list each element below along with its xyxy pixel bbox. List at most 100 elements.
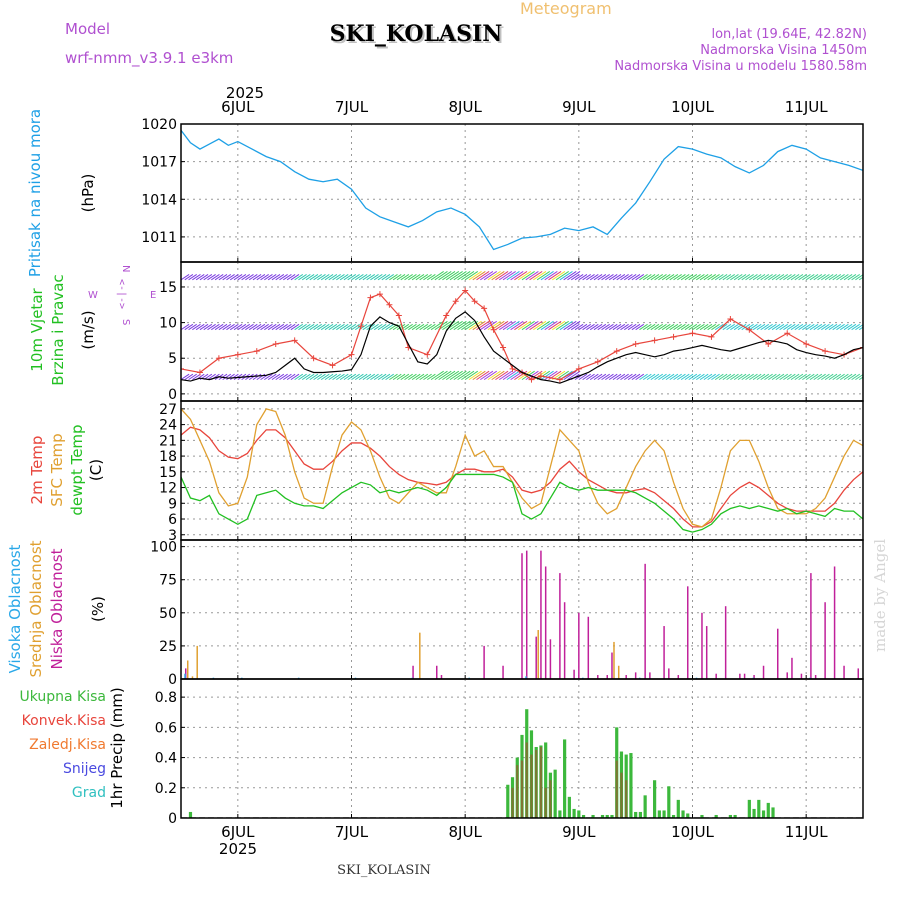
gust-point	[509, 365, 516, 372]
wind-arrow	[309, 373, 319, 381]
gust-point	[822, 348, 829, 355]
wind-arrow	[665, 274, 675, 281]
wind-arrow	[351, 274, 360, 281]
wind-arrow	[696, 323, 705, 331]
gust-point	[367, 294, 374, 301]
wind-arrow	[616, 323, 626, 331]
y-tick-label: 3	[168, 528, 177, 544]
precip-total-bar	[553, 769, 557, 818]
wind-arrow	[468, 320, 482, 331]
model-name: wrf-nmm_v3.9.1 e3km	[65, 49, 233, 68]
wind-arrow	[392, 373, 402, 381]
wind-arrow	[699, 373, 709, 381]
panel-frame	[180, 123, 864, 263]
wind-arrow	[802, 373, 811, 381]
wind-arrow	[260, 274, 269, 281]
wind-arrow	[343, 274, 353, 281]
wind-arrow	[650, 274, 660, 281]
wind-arrow	[798, 323, 807, 331]
wind-arrow	[768, 323, 777, 331]
precip-total-bar	[766, 802, 770, 818]
precip-total-bar	[643, 795, 647, 818]
precip-conv-bar	[516, 765, 519, 818]
wind-arrow	[457, 320, 471, 331]
wind-arrow	[836, 373, 845, 381]
y-tick-label: 100	[150, 540, 177, 556]
wind-arrow	[707, 274, 717, 281]
wind-arrow	[332, 373, 341, 381]
wind-arrow	[684, 323, 694, 331]
y-tick-label: 1014	[141, 192, 177, 208]
wind-arrow	[275, 323, 285, 331]
wind-arrow	[252, 274, 262, 281]
wind-arrow	[608, 373, 618, 381]
wind-arrow	[790, 323, 800, 331]
wind-arrow	[756, 274, 766, 281]
wind-arrow	[370, 323, 379, 331]
wind-arrow	[286, 323, 296, 331]
wind-arrow	[563, 370, 577, 381]
model-label: Model	[65, 20, 110, 38]
wind-arrow	[472, 370, 486, 381]
wind-arrow	[794, 323, 804, 331]
wind-arrow	[775, 373, 785, 381]
wind-arrow	[222, 373, 232, 381]
y-tick-label: 0	[168, 811, 177, 827]
day-label-top: 8JUL	[449, 98, 483, 116]
wind-arrow	[809, 373, 819, 381]
wind-arrow	[764, 274, 773, 281]
precip-total-bar	[676, 799, 680, 818]
wind-arrow	[578, 274, 588, 281]
wind-arrow	[229, 323, 239, 331]
wind-arrow	[783, 373, 792, 381]
wind-arrow	[226, 274, 235, 281]
wind-arrow	[434, 271, 448, 281]
wind-arrow	[582, 373, 591, 381]
gust-point	[651, 337, 658, 344]
gust-point	[291, 337, 298, 344]
wind-arrow	[771, 274, 781, 281]
wind-arrow	[498, 271, 513, 281]
precip-total-bar	[188, 811, 193, 818]
wind-arrow	[771, 373, 781, 381]
wind-arrow	[612, 274, 622, 281]
y-tick-label: 0.8	[155, 690, 177, 706]
wind-arrow	[192, 323, 201, 331]
wind-arrow	[707, 373, 717, 381]
precip-total-bar	[572, 808, 576, 818]
temp-line-2	[181, 473, 863, 533]
wind-arrow	[328, 323, 338, 331]
precip-total-bar	[714, 814, 718, 818]
wind-arrow	[582, 323, 591, 331]
wind-arrow	[309, 274, 319, 281]
wind-arrow	[271, 373, 281, 381]
wind-arrow	[362, 274, 372, 281]
wind-arrow	[461, 370, 475, 381]
wind-arrow	[612, 373, 622, 381]
precip-conv-bar	[535, 750, 538, 818]
wind-arrow	[483, 320, 497, 331]
gust-point	[196, 369, 203, 376]
wind-ylabel-2: Brzina i Pravac	[49, 274, 67, 385]
wind-arrow	[324, 323, 334, 331]
wind-arrow	[862, 379, 863, 380]
footer-station: SKI_KOLASIN	[337, 863, 431, 878]
wind-arrow	[283, 373, 292, 381]
wind-arrow	[339, 274, 349, 281]
wind-arrow	[498, 370, 513, 381]
wind-arrow	[601, 323, 610, 331]
wind-arrow	[430, 320, 444, 331]
wind-arrow	[218, 274, 228, 281]
wind-arrow	[544, 320, 558, 331]
wind-arrow	[768, 373, 777, 381]
wind-arrows	[181, 271, 863, 381]
wind-arrow	[442, 271, 456, 281]
precip-conv-bar	[530, 754, 533, 818]
wind-arrow	[832, 373, 842, 381]
wind-arrow	[195, 274, 205, 281]
wind-arrow	[514, 320, 528, 331]
wind-arrow	[237, 274, 247, 281]
day-label-bottom: 6JUL	[221, 823, 255, 841]
y-tick-label: 9	[168, 496, 177, 512]
